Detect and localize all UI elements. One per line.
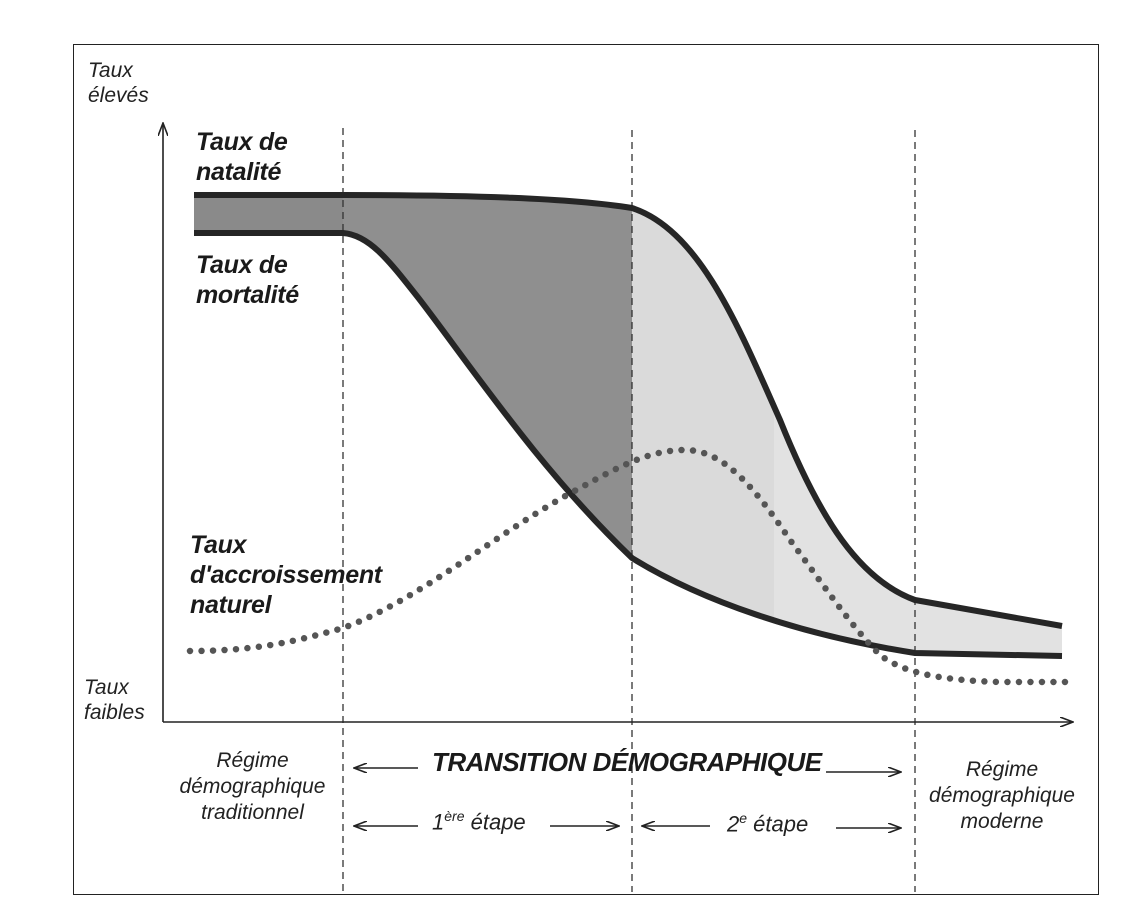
- natural-growth-label-line1: Taux: [190, 531, 247, 559]
- gap-area-stage2: [632, 208, 774, 621]
- gap-area-modern: [774, 406, 1062, 656]
- traditional-regime-label: Régime démographique traditionnel: [165, 748, 340, 826]
- y-axis-high-label: Taux élevés: [88, 58, 149, 108]
- birth-rate-curve: [194, 192, 1063, 629]
- modern-regime-line3: moderne: [960, 810, 1044, 833]
- death-rate-label-line2: mortalité: [196, 281, 299, 309]
- stage1-suffix: ère: [444, 808, 465, 824]
- natural-growth-label: Taux d'accroissement naturel: [190, 530, 382, 620]
- modern-regime-line2: démographique: [929, 784, 1075, 807]
- stage2-label: 2e étape: [727, 810, 808, 837]
- death-rate-label: Taux de mortalité: [196, 250, 299, 310]
- modern-regime-line1: Régime: [965, 758, 1039, 781]
- birth-rate-label: Taux de natalité: [196, 127, 288, 187]
- y-axis-high-line1: Taux: [88, 59, 133, 82]
- stage1-label: 1ère étape: [432, 808, 526, 835]
- death-rate-curve: [194, 230, 1063, 659]
- growth-area: [194, 195, 1062, 656]
- stage1-number: 1: [432, 809, 445, 835]
- gap-area-traditional: [194, 195, 343, 233]
- y-axis-low-label: Taux faibles: [84, 675, 145, 725]
- modern-regime-label: Régime démographique moderne: [912, 757, 1092, 835]
- gap-area-stage1: [343, 195, 632, 558]
- death-rate-label-line1: Taux de: [196, 251, 288, 279]
- diagram-frame: [73, 44, 1099, 895]
- transition-title: TRANSITION DÉMOGRAPHIQUE: [432, 747, 822, 777]
- birth-rate-label-line1: Taux de: [196, 128, 288, 156]
- natural-growth-label-line3: naturel: [190, 591, 272, 619]
- stage2-word: étape: [753, 811, 809, 837]
- stage1-word: étape: [470, 809, 526, 835]
- traditional-regime-line3: traditionnel: [201, 801, 304, 824]
- traditional-regime-line1: Régime: [216, 749, 289, 772]
- stage2-number: 2: [727, 811, 740, 837]
- y-axis-low-line1: Taux: [84, 676, 129, 699]
- natural-growth-label-line2: d'accroissement: [190, 561, 382, 589]
- y-axis-low-line2: faibles: [84, 701, 145, 724]
- birth-rate-label-line2: natalité: [196, 158, 282, 186]
- stage2-suffix: e: [739, 810, 748, 826]
- y-axis-high-line2: élevés: [88, 84, 149, 107]
- traditional-regime-line2: démographique: [179, 775, 326, 798]
